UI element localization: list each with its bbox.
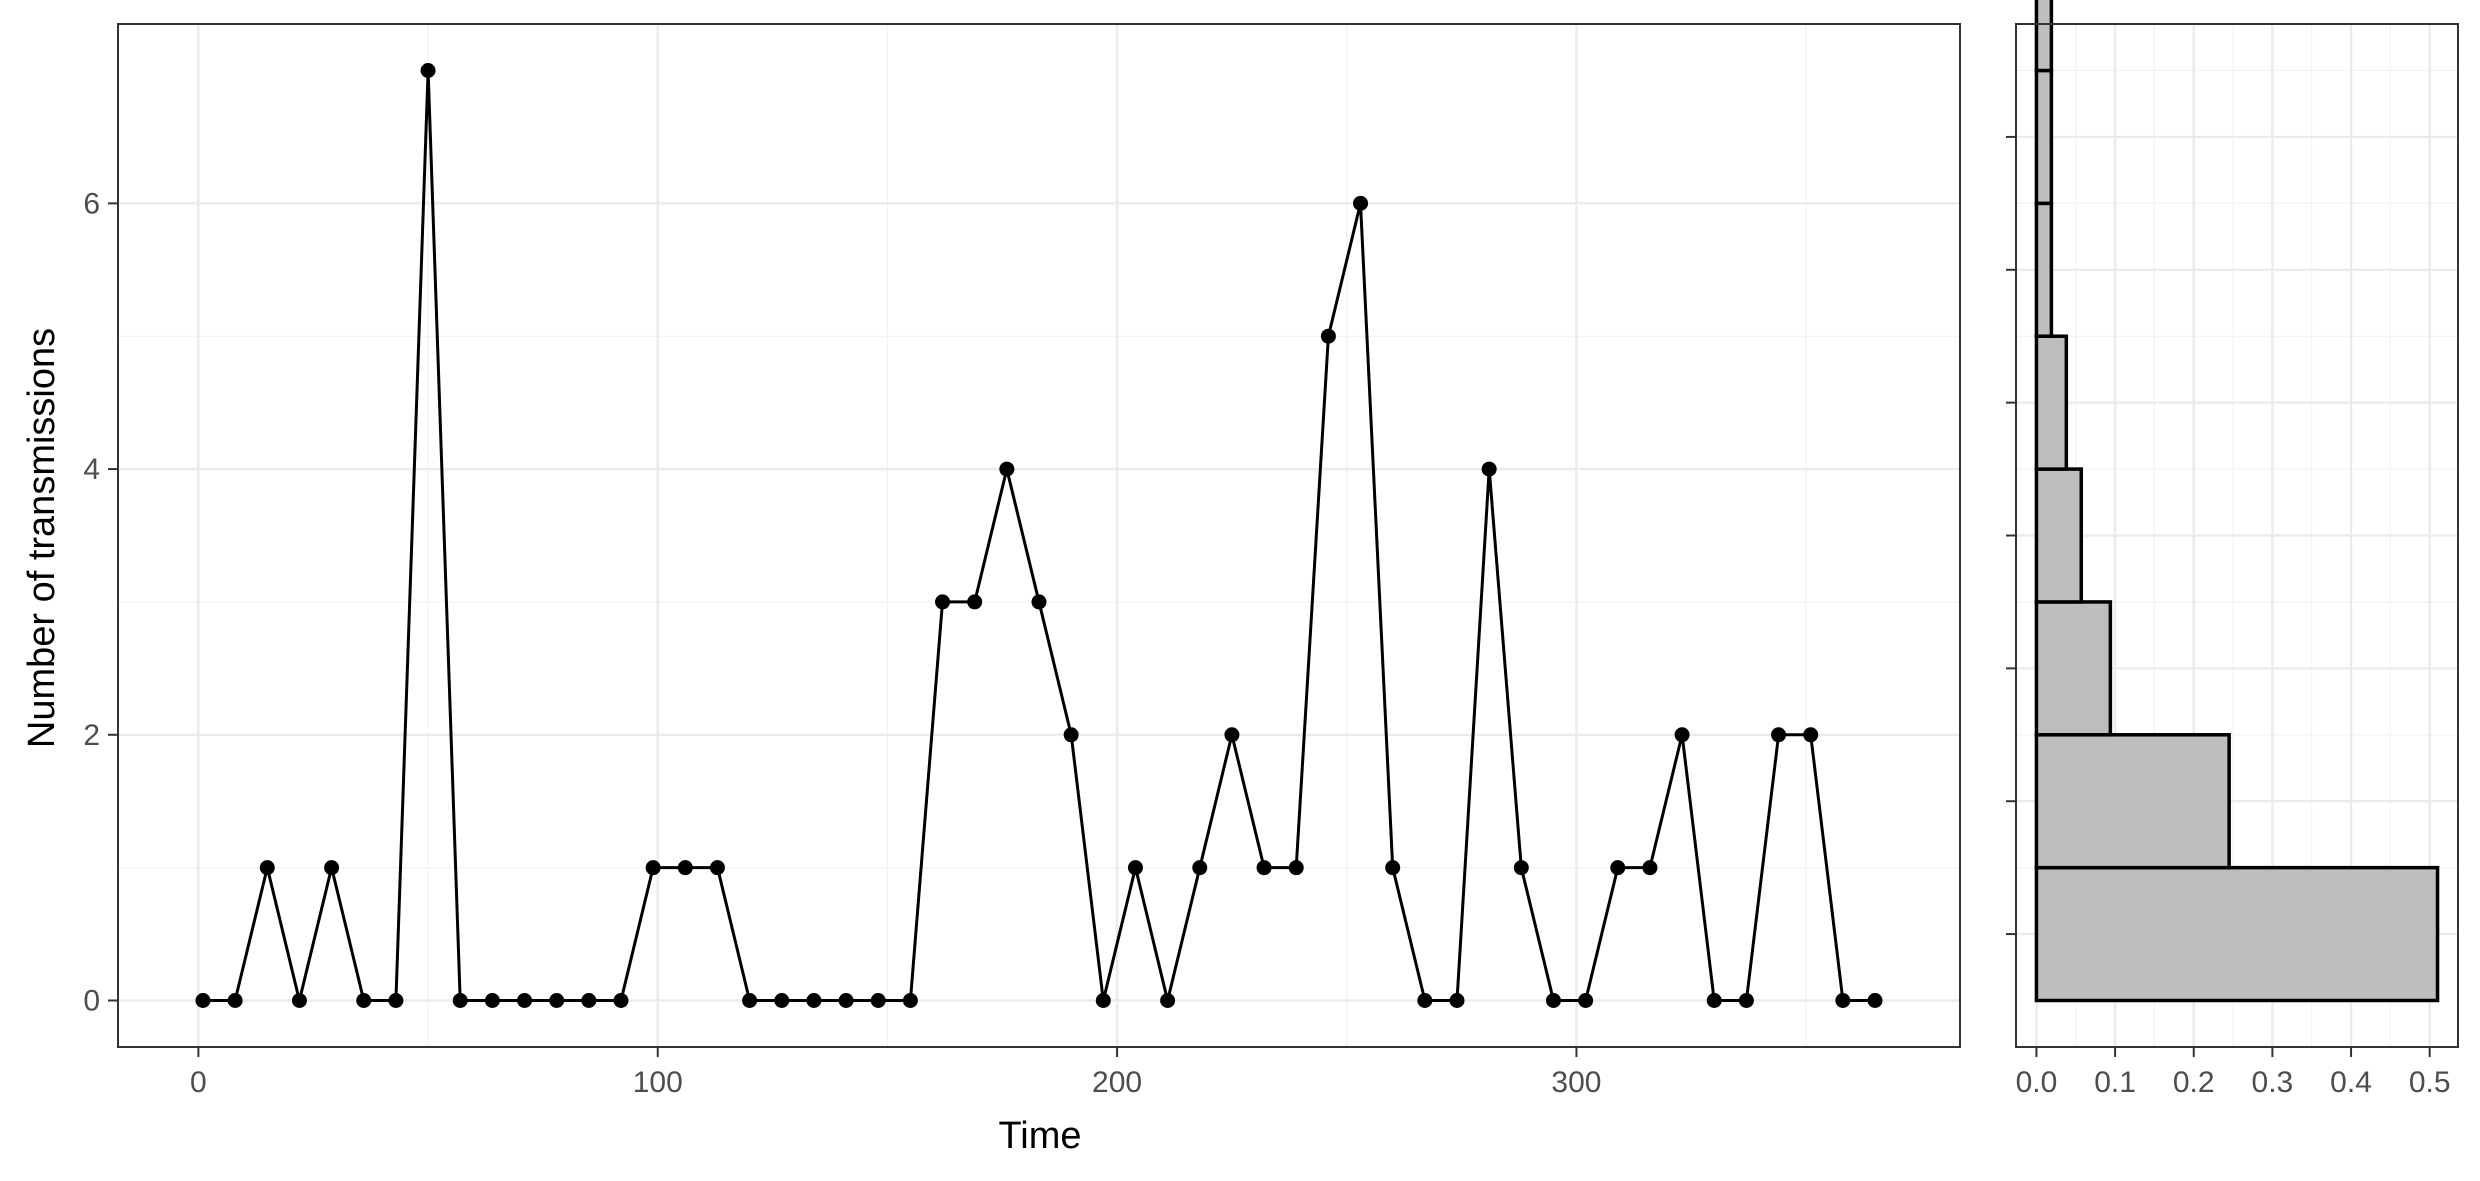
data-point xyxy=(645,860,661,876)
data-point xyxy=(356,993,372,1008)
data-point xyxy=(613,993,629,1008)
histogram-ticks xyxy=(2006,135,2431,1057)
data-point xyxy=(838,993,854,1008)
data-point xyxy=(1578,993,1594,1008)
histogram-bar xyxy=(2034,733,2231,870)
data-point xyxy=(1738,993,1754,1008)
time-series-x-tick-labels: 0 100 200 300 xyxy=(190,1066,1601,1099)
x-tick-label: 0 xyxy=(190,1066,207,1099)
histogram-x-tick-labels: 0.0 0.1 0.2 0.3 0.4 0.5 xyxy=(2016,1066,2451,1099)
data-point xyxy=(1545,993,1561,1008)
hist-x-tick-label: 0.2 xyxy=(2173,1066,2215,1099)
hist-x-tick-label: 0.1 xyxy=(2094,1066,2136,1099)
data-point xyxy=(1771,727,1787,743)
data-point xyxy=(484,993,500,1008)
data-point xyxy=(1513,860,1529,876)
data-point xyxy=(806,993,822,1008)
data-point xyxy=(1160,993,1176,1008)
histogram-bar xyxy=(2034,334,2069,471)
data-point xyxy=(1803,727,1819,743)
data-point xyxy=(195,993,211,1008)
histogram-bars xyxy=(2034,0,2440,1003)
histogram-bar xyxy=(2034,68,2054,206)
data-point xyxy=(870,993,886,1008)
data-point xyxy=(999,461,1015,477)
data-point xyxy=(1610,860,1626,876)
hist-x-tick-label: 0.5 xyxy=(2409,1066,2451,1099)
data-point xyxy=(1642,860,1658,876)
x-tick-label: 100 xyxy=(633,1066,683,1099)
histogram-panel: 0.0 0.1 0.2 0.3 0.4 0.5 xyxy=(2006,0,2459,1099)
data-point xyxy=(1835,993,1851,1008)
data-point xyxy=(1224,727,1240,743)
data-point xyxy=(935,594,951,610)
data-point xyxy=(1385,860,1401,876)
histogram-bar xyxy=(2034,201,2054,338)
y-tick-label: 4 xyxy=(83,453,100,486)
hist-x-tick-label: 0.3 xyxy=(2252,1066,2294,1099)
data-point xyxy=(291,993,307,1008)
y-axis-title: Number of transmissions xyxy=(21,328,63,748)
data-point xyxy=(1127,860,1143,876)
data-point xyxy=(388,993,404,1008)
data-point xyxy=(549,993,565,1008)
y-tick-label: 0 xyxy=(83,985,100,1018)
data-point xyxy=(420,63,436,78)
time-series-plot xyxy=(195,63,1883,1008)
data-point xyxy=(1288,860,1304,876)
data-point xyxy=(1481,461,1497,477)
data-point xyxy=(774,993,790,1008)
data-point xyxy=(324,860,340,876)
data-point xyxy=(1192,860,1208,876)
time-series-panel: 0 100 200 300 0 2 4 6 Time Number of transmiss… xyxy=(21,23,1961,1157)
data-point xyxy=(967,594,983,610)
data-point xyxy=(1449,993,1465,1008)
data-point xyxy=(1031,594,1047,610)
data-point xyxy=(452,993,468,1008)
x-tick-label: 300 xyxy=(1551,1066,1601,1099)
x-axis-title: Time xyxy=(998,1115,1081,1157)
data-point xyxy=(709,860,725,876)
data-point xyxy=(259,860,275,876)
data-point xyxy=(677,860,693,876)
data-point xyxy=(902,993,918,1008)
data-point xyxy=(227,993,243,1008)
y-tick-label: 6 xyxy=(83,187,100,220)
data-point xyxy=(1417,993,1433,1008)
data-point xyxy=(742,993,758,1008)
time-series-y-tick-labels: 0 2 4 6 xyxy=(83,187,100,1017)
data-point xyxy=(1063,727,1079,743)
hist-x-tick-label: 0.0 xyxy=(2016,1066,2058,1099)
data-point xyxy=(1256,860,1272,876)
hist-x-tick-label: 0.4 xyxy=(2330,1066,2372,1099)
histogram-bar xyxy=(2034,0,2054,73)
x-tick-label: 200 xyxy=(1092,1066,1142,1099)
y-tick-label: 2 xyxy=(83,719,100,752)
data-point xyxy=(1095,993,1111,1008)
data-point xyxy=(1706,993,1722,1008)
histogram-bar xyxy=(2034,467,2084,604)
data-point xyxy=(1674,727,1690,743)
data-point xyxy=(1320,328,1336,344)
data-point xyxy=(581,993,597,1008)
data-point xyxy=(517,993,533,1008)
histogram-bar xyxy=(2034,600,2113,737)
histogram-bar xyxy=(2034,865,2440,1003)
time-series-panel-border xyxy=(117,23,1961,1048)
data-point xyxy=(1867,993,1883,1008)
data-point xyxy=(1353,195,1369,211)
time-series-ticks xyxy=(108,202,1578,1057)
